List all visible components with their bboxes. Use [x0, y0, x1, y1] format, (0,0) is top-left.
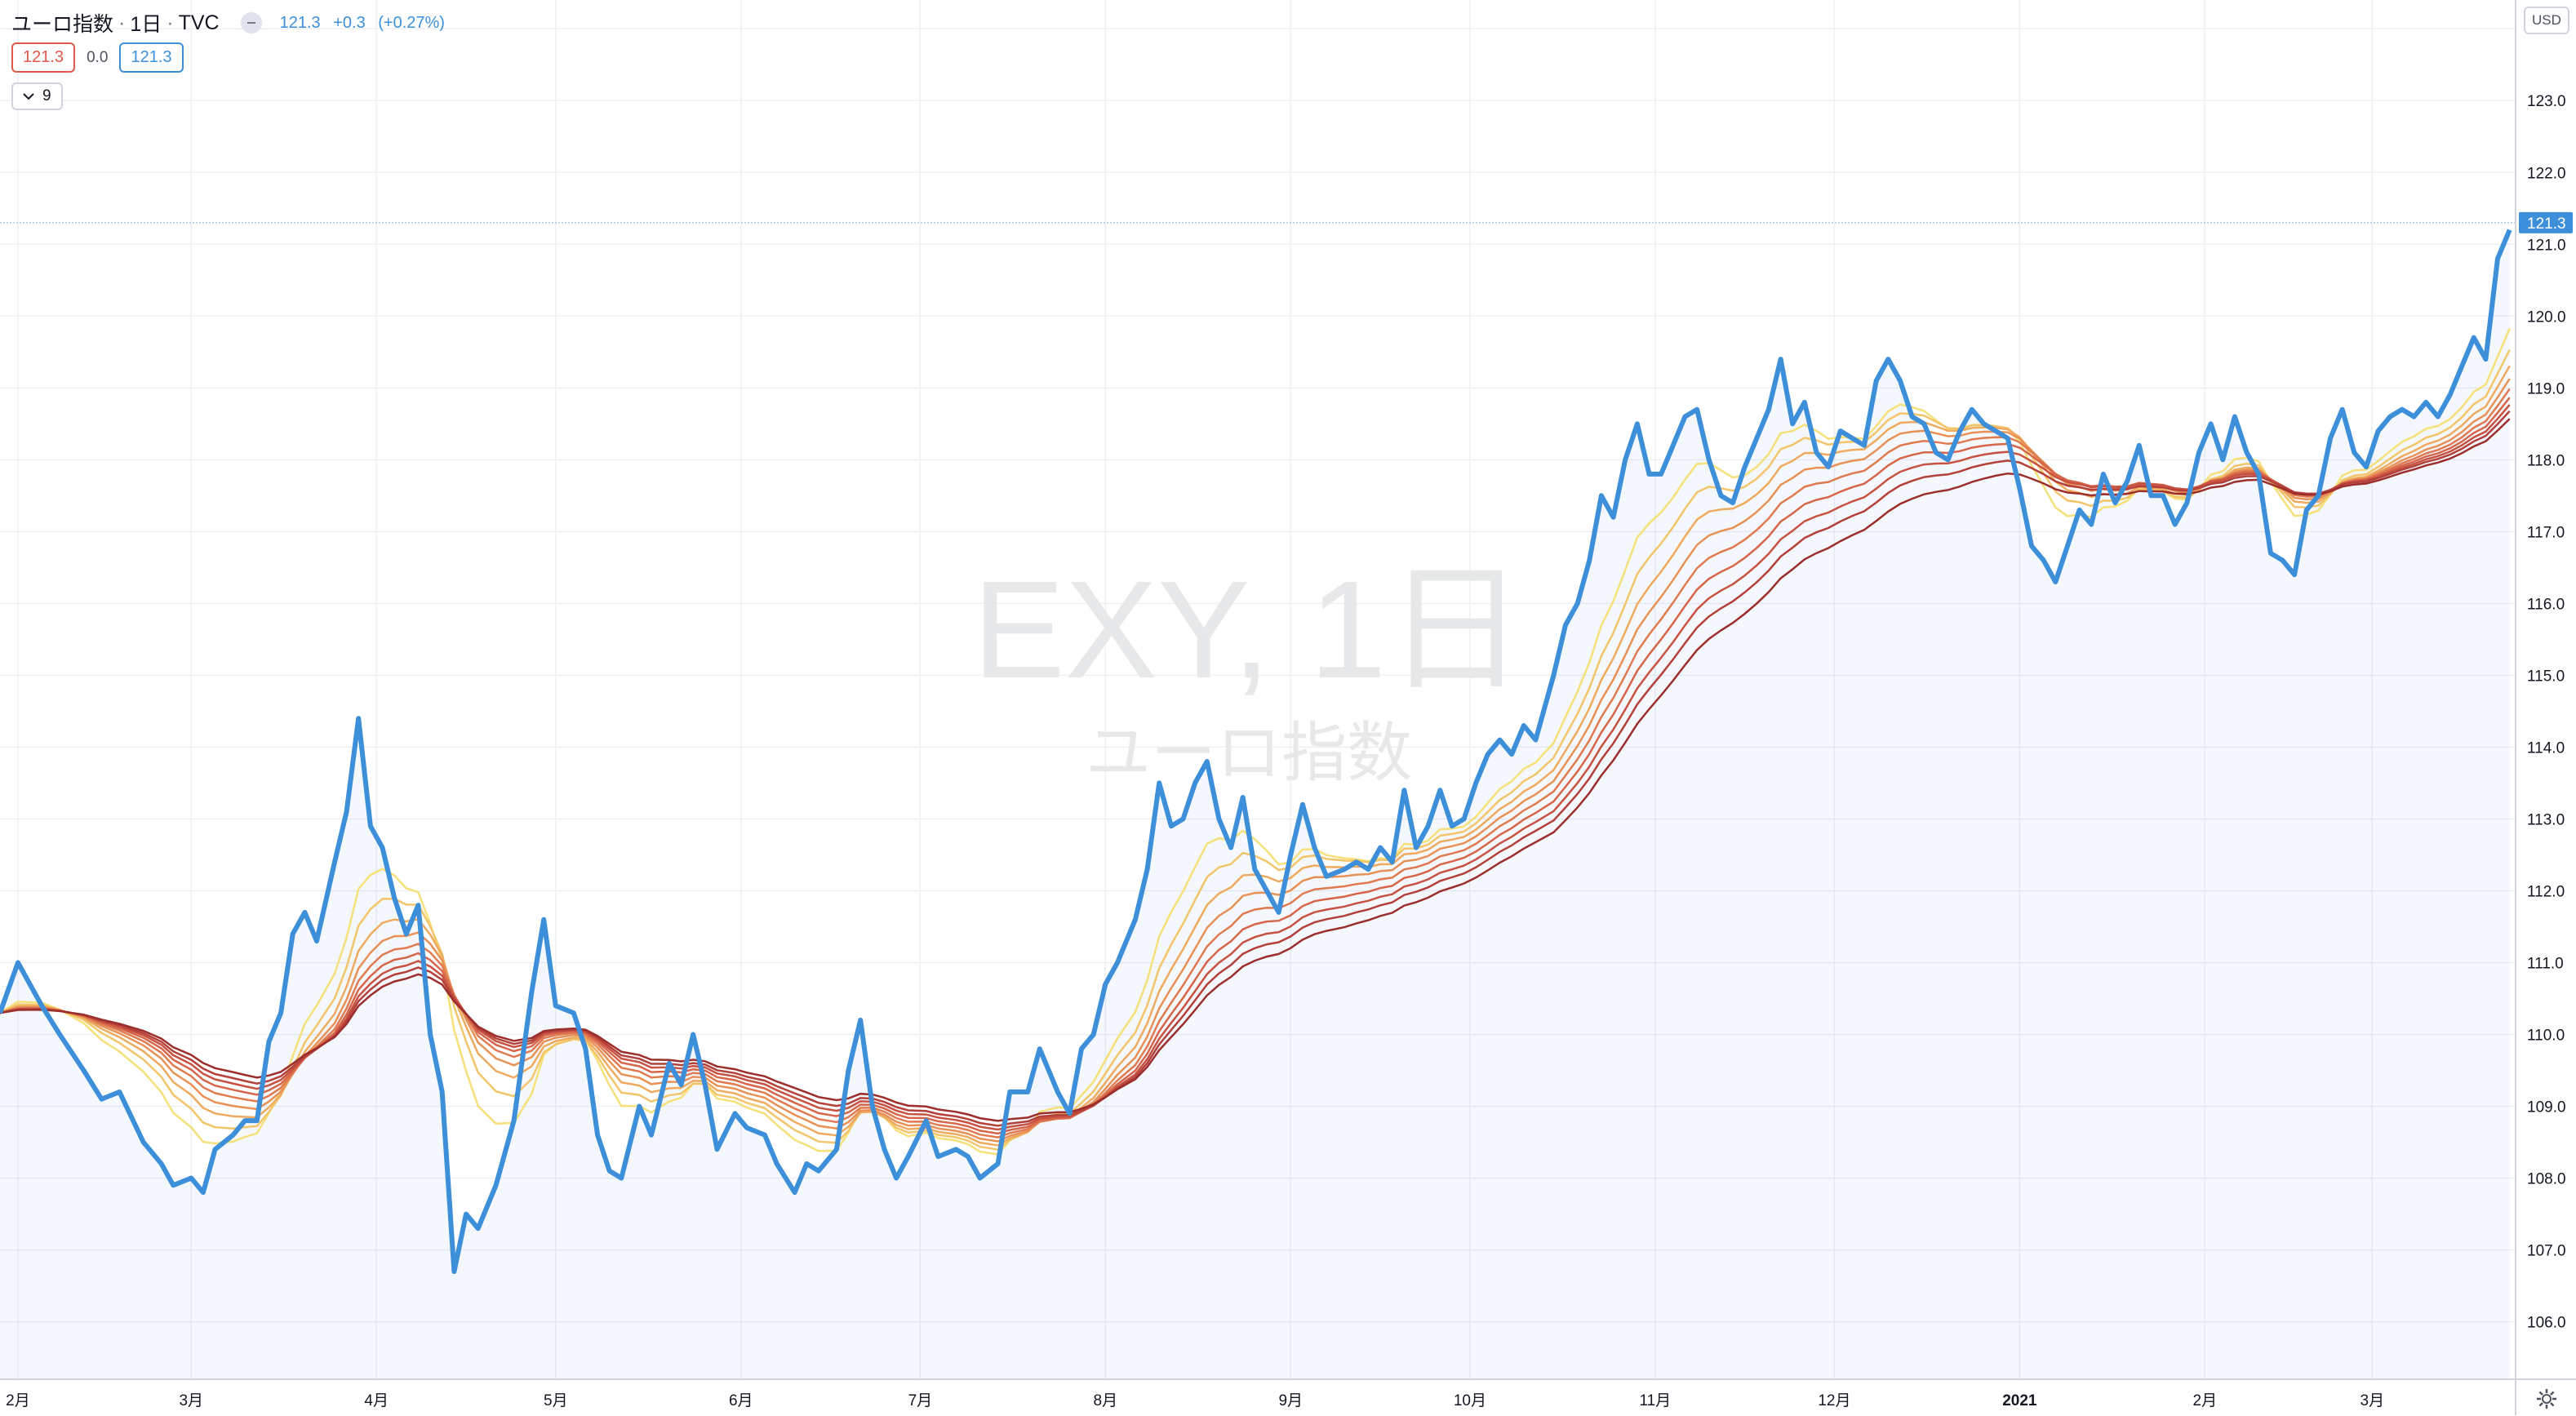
y-tick-label: 114.0: [2527, 739, 2565, 757]
gear-icon[interactable]: [2535, 1387, 2558, 1416]
y-tick-label: 113.0: [2527, 811, 2565, 828]
ema-line: [0, 418, 2511, 1122]
symbol-name[interactable]: ユーロ指数: [11, 13, 114, 36]
exchange: TVC: [178, 11, 220, 34]
y-tick-label: 112.0: [2527, 883, 2565, 900]
x-tick-label: 5月: [544, 1392, 568, 1409]
price-change: +0.3: [333, 13, 366, 32]
x-tick-label: 2021: [2002, 1392, 2037, 1409]
separator: ·: [167, 11, 174, 34]
last-price: 121.3: [279, 13, 321, 32]
value-pill-left: 121.3: [11, 42, 76, 73]
legend-header[interactable]: ユーロ指数 · 1日 · TVC 121.3 +0.3 (+0.27%): [11, 8, 453, 38]
y-tick-label: 108.0: [2527, 1171, 2566, 1188]
ema-line: [0, 348, 2511, 1151]
last-price-label-text: 121.3: [2527, 215, 2566, 233]
price-change-pct: (+0.27%): [378, 13, 445, 32]
x-tick-label: 4月: [364, 1392, 389, 1409]
y-tick-label: 123.0: [2527, 93, 2566, 110]
watermark: EXY, 1日 ユーロ指数: [972, 553, 1525, 789]
x-tick-label: 3月: [2361, 1392, 2385, 1409]
x-tick-label: 7月: [908, 1392, 933, 1409]
y-tick-label: 107.0: [2527, 1243, 2566, 1260]
y-tick-label: 120.0: [2527, 309, 2566, 326]
currency-button[interactable]: USD: [2524, 7, 2569, 34]
y-tick-label: 110.0: [2527, 1028, 2565, 1045]
last-price-label: 121.3: [2519, 211, 2573, 233]
x-tick-label: 8月: [1094, 1392, 1118, 1409]
watermark-title: EXY, 1日: [972, 553, 1525, 708]
x-tick-label: 11月: [1639, 1392, 1671, 1409]
indicator-count: 9: [42, 87, 51, 104]
y-tick-label: 111.0: [2527, 955, 2564, 972]
y-tick-label: 121.0: [2527, 237, 2566, 254]
y-tick-label: 118.0: [2527, 452, 2565, 469]
time-axis[interactable]: 2月 3月 4月 5月 6月 7月 8月 9月 10月 11月 12月 2021 2月 3月: [0, 1378, 2576, 1409]
value-pill-right: 121.3: [119, 42, 184, 73]
x-tick-label: 10月: [1454, 1392, 1486, 1409]
y-tick-label: 119.0: [2527, 380, 2565, 397]
y-tick-label: 109.0: [2527, 1099, 2566, 1116]
y-tick-label: 122.0: [2527, 165, 2566, 182]
x-tick-label: 3月: [179, 1392, 203, 1409]
value-mid: 0.0: [87, 48, 109, 66]
collapse-legend-button[interactable]: [240, 12, 262, 33]
x-tick-label: 2月: [6, 1392, 30, 1409]
x-tick-label: 9月: [1278, 1392, 1303, 1409]
separator: ·: [118, 11, 126, 34]
indicator-toggle-button[interactable]: 9: [11, 82, 63, 110]
y-tick-label: 115.0: [2527, 668, 2565, 685]
indicator-values-row: 121.3 0.0 121.3: [11, 42, 184, 73]
y-tick-label: 106.0: [2527, 1315, 2566, 1332]
chevron-down-icon: [23, 87, 34, 105]
grid-lines: [0, 0, 2516, 1379]
last-price-label-bg: [2519, 211, 2573, 233]
interval[interactable]: 1日: [130, 13, 162, 36]
y-tick-label: 117.0: [2527, 524, 2565, 541]
x-tick-label: 6月: [729, 1392, 753, 1409]
ema-line: [0, 328, 2511, 1156]
price-line: [0, 229, 2512, 1274]
watermark-subtitle: ユーロ指数: [1086, 717, 1412, 789]
quote: 121.3 +0.3 (+0.27%): [280, 14, 453, 33]
x-tick-label: 12月: [1818, 1392, 1850, 1409]
x-tick-label: 2月: [2193, 1392, 2218, 1409]
y-tick-label: 116.0: [2527, 596, 2565, 613]
